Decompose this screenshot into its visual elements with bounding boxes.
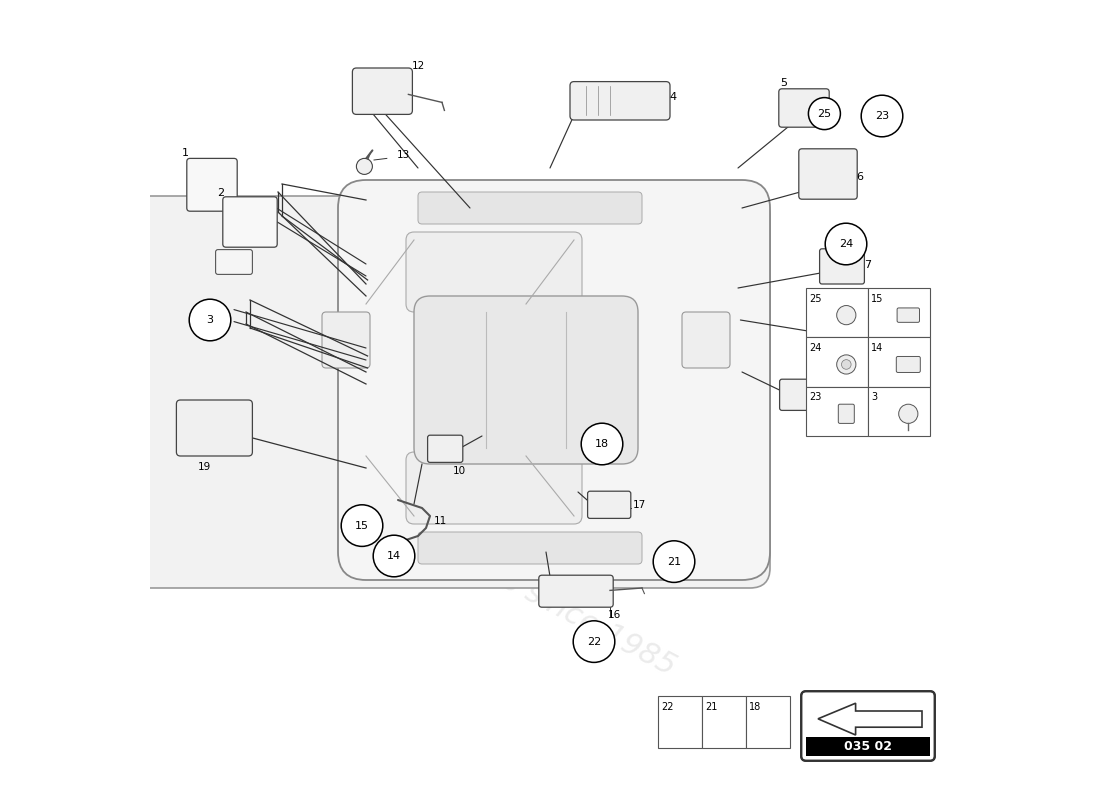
Circle shape <box>842 360 851 370</box>
Text: 13: 13 <box>396 150 409 160</box>
Text: 18: 18 <box>749 702 761 712</box>
FancyBboxPatch shape <box>682 312 730 368</box>
Text: 4: 4 <box>669 92 676 102</box>
Text: 6: 6 <box>857 172 864 182</box>
Circle shape <box>356 158 373 174</box>
FancyBboxPatch shape <box>122 196 770 588</box>
Text: 15: 15 <box>871 294 883 304</box>
FancyBboxPatch shape <box>780 379 865 410</box>
Text: 22: 22 <box>587 637 601 646</box>
FancyBboxPatch shape <box>176 400 252 456</box>
FancyBboxPatch shape <box>223 197 277 247</box>
Circle shape <box>189 299 231 341</box>
Bar <box>806 288 868 338</box>
FancyBboxPatch shape <box>428 435 463 462</box>
FancyBboxPatch shape <box>799 149 857 199</box>
FancyBboxPatch shape <box>838 404 855 423</box>
Text: a passion for parts since 1985: a passion for parts since 1985 <box>260 439 680 681</box>
Circle shape <box>373 535 415 577</box>
Bar <box>746 696 790 748</box>
Text: 3: 3 <box>871 392 878 402</box>
Text: 7: 7 <box>865 260 871 270</box>
Text: 12: 12 <box>411 61 425 70</box>
Circle shape <box>837 355 856 374</box>
Circle shape <box>653 541 695 582</box>
Bar <box>868 338 930 386</box>
Text: 2: 2 <box>218 188 224 198</box>
Text: 11: 11 <box>434 516 448 526</box>
Text: 10: 10 <box>452 466 465 475</box>
Bar <box>702 696 746 748</box>
Bar <box>806 386 868 436</box>
Circle shape <box>899 404 917 423</box>
FancyBboxPatch shape <box>896 357 921 373</box>
Text: 21: 21 <box>667 557 681 566</box>
Text: 25: 25 <box>817 109 832 118</box>
Text: 17: 17 <box>634 500 647 510</box>
Text: 035 02: 035 02 <box>844 740 892 753</box>
FancyBboxPatch shape <box>414 296 638 464</box>
FancyBboxPatch shape <box>539 575 613 607</box>
Text: 24: 24 <box>839 239 854 249</box>
Bar <box>868 386 930 436</box>
FancyBboxPatch shape <box>820 249 865 284</box>
Circle shape <box>808 98 840 130</box>
Text: 22: 22 <box>661 702 673 712</box>
FancyBboxPatch shape <box>406 232 582 312</box>
FancyBboxPatch shape <box>570 82 670 120</box>
Bar <box>868 288 930 338</box>
FancyBboxPatch shape <box>779 89 829 127</box>
Bar <box>658 696 702 748</box>
Bar <box>806 338 868 386</box>
Text: 19: 19 <box>198 462 211 472</box>
Text: 23: 23 <box>810 392 822 402</box>
Bar <box>806 737 930 756</box>
FancyBboxPatch shape <box>352 68 412 114</box>
FancyBboxPatch shape <box>801 691 935 761</box>
Text: 3: 3 <box>207 315 213 325</box>
Text: 21: 21 <box>705 702 717 712</box>
Circle shape <box>341 505 383 546</box>
Text: 25: 25 <box>810 294 822 304</box>
FancyBboxPatch shape <box>216 250 252 274</box>
Polygon shape <box>818 703 922 735</box>
Circle shape <box>861 95 903 137</box>
Text: 8: 8 <box>870 328 877 338</box>
Text: 1: 1 <box>182 148 188 158</box>
Circle shape <box>825 223 867 265</box>
FancyBboxPatch shape <box>898 308 920 322</box>
FancyBboxPatch shape <box>406 452 582 524</box>
Circle shape <box>573 621 615 662</box>
Text: 23: 23 <box>874 111 889 121</box>
Text: 24: 24 <box>810 343 822 353</box>
FancyBboxPatch shape <box>587 491 630 518</box>
Text: 18: 18 <box>595 439 609 449</box>
Circle shape <box>837 306 856 325</box>
Text: 16: 16 <box>607 610 620 619</box>
Text: 5: 5 <box>780 78 788 88</box>
FancyBboxPatch shape <box>322 312 370 368</box>
FancyBboxPatch shape <box>418 532 642 564</box>
Text: 14: 14 <box>871 343 883 353</box>
Text: eurocars: eurocars <box>280 350 627 578</box>
Text: 15: 15 <box>355 521 368 530</box>
Text: 9: 9 <box>864 388 871 398</box>
FancyBboxPatch shape <box>418 192 642 224</box>
FancyBboxPatch shape <box>810 318 871 350</box>
FancyBboxPatch shape <box>187 158 238 211</box>
Text: 14: 14 <box>387 551 402 561</box>
FancyBboxPatch shape <box>338 180 770 580</box>
Circle shape <box>581 423 623 465</box>
